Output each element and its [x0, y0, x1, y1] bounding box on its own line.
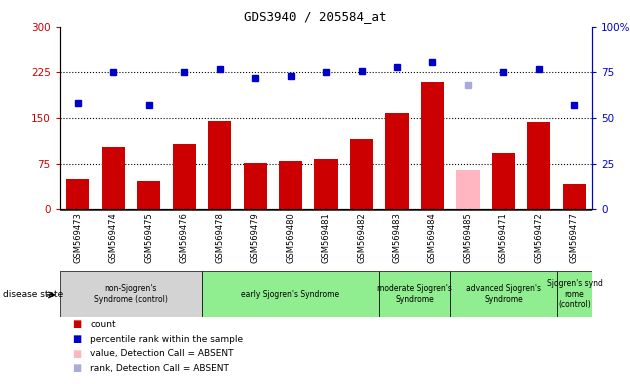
Bar — [208, 121, 231, 209]
Bar — [421, 81, 444, 209]
Text: value, Detection Call = ABSENT: value, Detection Call = ABSENT — [90, 349, 234, 358]
Text: advanced Sjogren's
Syndrome: advanced Sjogren's Syndrome — [466, 285, 541, 304]
Text: early Sjogren's Syndrome: early Sjogren's Syndrome — [241, 290, 340, 299]
Text: GSM569473: GSM569473 — [73, 212, 82, 263]
Text: GSM569477: GSM569477 — [570, 212, 579, 263]
Text: non-Sjogren's
Syndrome (control): non-Sjogren's Syndrome (control) — [94, 285, 168, 304]
Text: percentile rank within the sample: percentile rank within the sample — [90, 334, 243, 344]
Text: GSM569484: GSM569484 — [428, 212, 437, 263]
Bar — [202, 271, 379, 317]
Text: GSM569482: GSM569482 — [357, 212, 366, 263]
Bar — [450, 271, 557, 317]
Bar — [386, 113, 408, 209]
Text: moderate Sjogren's
Syndrome: moderate Sjogren's Syndrome — [377, 285, 452, 304]
Bar — [557, 271, 592, 317]
Text: ■: ■ — [72, 363, 82, 373]
Text: GSM569476: GSM569476 — [180, 212, 188, 263]
Text: GSM569481: GSM569481 — [321, 212, 331, 263]
Bar — [101, 147, 125, 209]
Text: ■: ■ — [72, 334, 82, 344]
Text: ■: ■ — [72, 319, 82, 329]
Bar — [66, 179, 89, 209]
Text: rank, Detection Call = ABSENT: rank, Detection Call = ABSENT — [90, 364, 229, 373]
Bar — [279, 161, 302, 209]
Text: GSM569478: GSM569478 — [215, 212, 224, 263]
Text: GSM569483: GSM569483 — [392, 212, 401, 263]
Bar — [60, 271, 202, 317]
Text: disease state: disease state — [3, 290, 64, 300]
Text: GSM569472: GSM569472 — [534, 212, 544, 263]
Text: GSM569480: GSM569480 — [286, 212, 295, 263]
Bar — [457, 170, 479, 209]
Text: GSM569485: GSM569485 — [464, 212, 472, 263]
Bar — [527, 122, 551, 209]
Text: Sjogren's synd
rome
(control): Sjogren's synd rome (control) — [546, 279, 602, 309]
Text: GSM569471: GSM569471 — [499, 212, 508, 263]
Bar — [350, 139, 373, 209]
Bar — [379, 271, 450, 317]
Bar — [492, 153, 515, 209]
Bar — [563, 184, 586, 209]
Text: GSM569475: GSM569475 — [144, 212, 153, 263]
Text: GSM569474: GSM569474 — [108, 212, 118, 263]
Bar — [314, 159, 338, 209]
Bar — [137, 181, 160, 209]
Text: ■: ■ — [72, 349, 82, 359]
Bar — [173, 144, 195, 209]
Text: GSM569479: GSM569479 — [251, 212, 260, 263]
Bar — [244, 163, 266, 209]
Text: count: count — [90, 320, 116, 329]
Text: GDS3940 / 205584_at: GDS3940 / 205584_at — [244, 10, 386, 23]
